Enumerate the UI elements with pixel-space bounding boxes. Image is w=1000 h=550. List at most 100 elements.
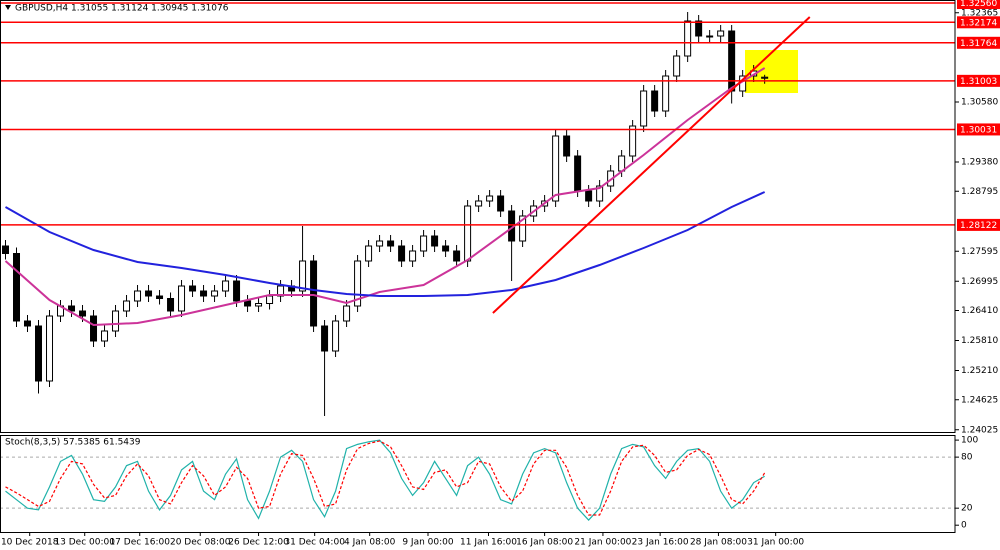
level-label: 1.28122	[960, 221, 997, 231]
x-tick-label: 20 Dec 08:00	[170, 538, 231, 548]
x-tick-label: 26 Dec 12:00	[228, 538, 289, 548]
candle-body	[13, 253, 21, 322]
level-label-box	[957, 36, 1000, 49]
indicator-line	[492, 16, 811, 314]
y-tick-label: 1.30580	[961, 98, 998, 108]
y-tick-label: 1.24025	[961, 425, 998, 435]
candle-body	[420, 235, 428, 252]
stoch-line	[5, 439, 765, 521]
candle-body	[332, 320, 340, 352]
stoch-panel-border	[0, 435, 956, 533]
menu-triangle	[5, 5, 11, 10]
candle-body	[145, 290, 153, 297]
plot-layer	[0, 2, 955, 521]
candle-body	[519, 215, 527, 242]
candle-body	[46, 315, 54, 382]
price-panel-border	[0, 0, 956, 433]
x-tick-label: 4 Jan 08:00	[344, 538, 396, 548]
stoch-title: Stoch(8,3,5) 57.5385 61.5439	[5, 438, 141, 448]
candle-body	[200, 290, 208, 297]
candle-body	[90, 315, 98, 342]
candle-body	[475, 200, 483, 207]
level-label: 1.30031	[960, 125, 997, 135]
candle-body	[112, 310, 120, 332]
y-tick-label: 1.27595	[961, 247, 998, 257]
candle-body	[453, 250, 461, 262]
x-tick-label: 31 Dec 04:00	[284, 538, 345, 548]
x-tick-label: 31 Jan 00:00	[747, 538, 804, 548]
x-tick-label: 16 Jan 08:00	[516, 538, 573, 548]
level-label-box	[957, 74, 1000, 87]
level-label-box	[957, 0, 1000, 9]
y-tick-label: 80	[961, 453, 973, 463]
candle-body	[35, 325, 43, 382]
candle-body	[24, 320, 32, 327]
y-tick-label: 1.29380	[961, 158, 998, 168]
level-label-box	[957, 16, 1000, 29]
candle-body	[79, 310, 87, 317]
y-tick-label: 1.24625	[961, 395, 998, 405]
candle-body	[310, 260, 318, 327]
y-tick-label: 1.32365	[961, 8, 998, 18]
candle-body	[365, 245, 373, 262]
candle-body	[211, 290, 219, 297]
candle-body	[706, 35, 714, 38]
candle-body	[552, 135, 560, 202]
level-label-box	[957, 123, 1000, 136]
candle-body	[354, 260, 362, 307]
y-tick-label: 1.25810	[961, 336, 998, 346]
stoch-line	[5, 440, 766, 516]
level-label: 1.32560	[960, 0, 997, 9]
candle-body	[68, 305, 76, 312]
x-tick-label: 28 Jan 08:00	[690, 538, 747, 548]
y-tick-label: 1.28795	[961, 187, 998, 197]
candle-body	[640, 90, 648, 127]
candle-body	[156, 295, 164, 299]
y-tick-label: 1.26410	[961, 306, 998, 316]
candle-body	[178, 285, 186, 312]
indicator-line	[4, 67, 766, 327]
candle-body	[189, 285, 197, 292]
candle-body	[387, 240, 395, 247]
candle-body	[717, 30, 725, 37]
y-tick-label: 1.25210	[961, 366, 998, 376]
candle-body	[134, 290, 142, 302]
candle-body	[585, 190, 593, 202]
candle-body	[376, 240, 384, 247]
candle-body	[233, 280, 241, 302]
candle-body	[255, 303, 263, 307]
candle-body	[431, 235, 439, 247]
level-label: 1.31003	[960, 77, 997, 87]
x-tick-label: 23 Jan 16:00	[632, 538, 689, 548]
y-tick-label: 0	[961, 521, 967, 531]
candle-body	[728, 30, 736, 92]
candle-body	[695, 20, 703, 37]
x-tick-label: 11 Jan 16:00	[460, 538, 517, 548]
y-tick-label: 20	[961, 504, 973, 514]
candle-body	[651, 90, 659, 112]
candle-body	[442, 245, 450, 252]
candle-body	[761, 76, 769, 79]
level-label: 1.32174	[960, 18, 997, 28]
x-tick-label: 17 Dec 16:00	[109, 538, 170, 548]
candle-body	[596, 185, 604, 202]
candle-body	[409, 250, 417, 262]
x-tick-label: 21 Jan 00:00	[574, 538, 631, 548]
candle-body	[266, 295, 274, 304]
candle-body	[574, 155, 582, 192]
candle-body	[497, 195, 505, 212]
indicator-line	[5, 191, 766, 297]
x-tick-label: 13 Dec 00:00	[54, 538, 115, 548]
candle-body	[222, 280, 230, 292]
candle-body	[673, 55, 681, 77]
candle-body	[662, 75, 670, 112]
candle-body	[299, 260, 307, 292]
y-tick-label: 1.26995	[961, 277, 998, 287]
candle-body	[464, 205, 472, 262]
y-tick-label: 100	[961, 436, 978, 446]
candle-body	[398, 245, 406, 262]
candle-body	[629, 125, 637, 157]
candle-body	[244, 300, 252, 307]
